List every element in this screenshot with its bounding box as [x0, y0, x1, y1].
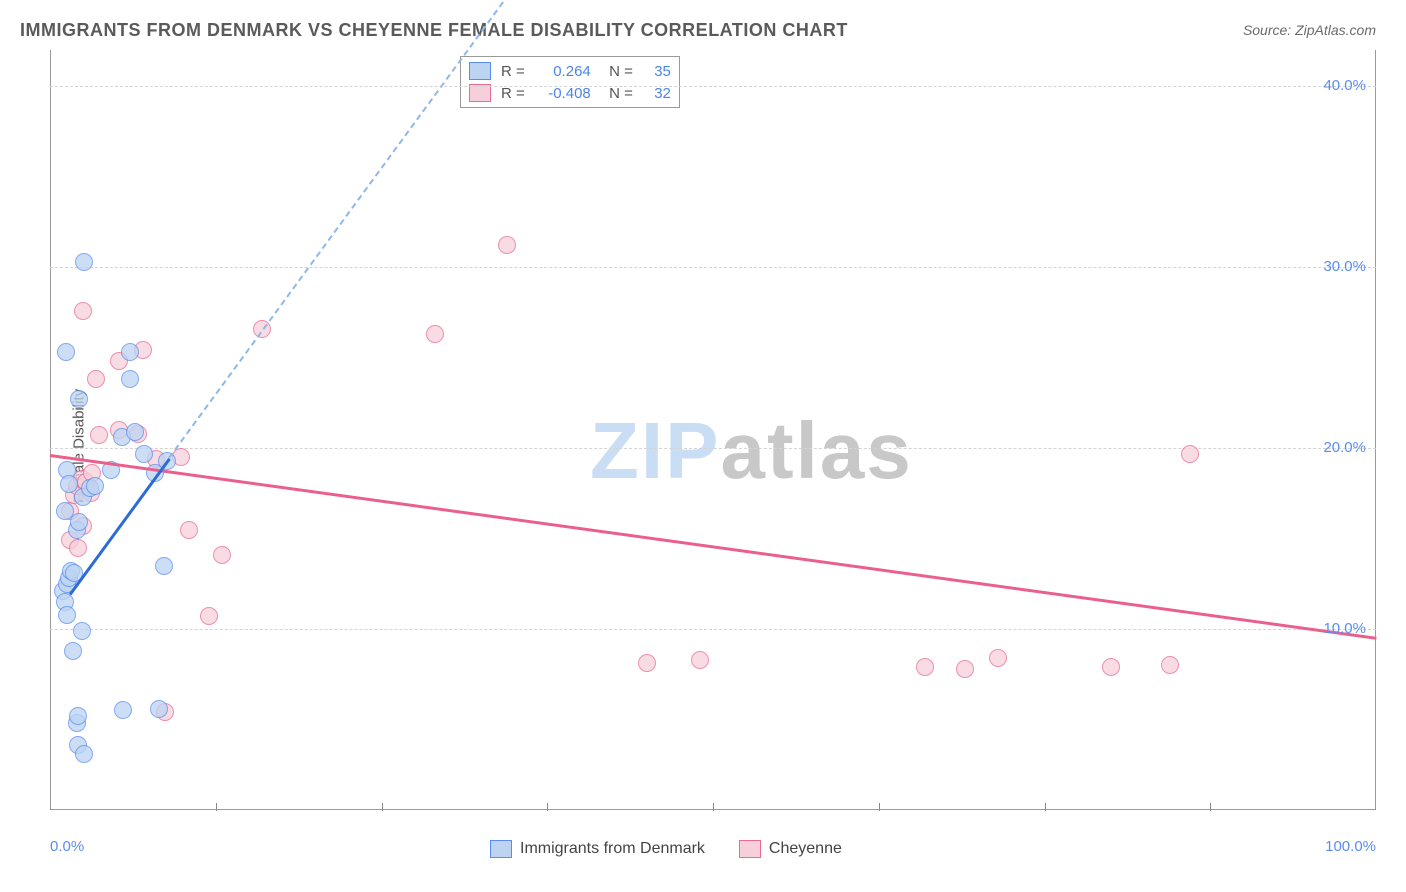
data-point-denmark	[60, 475, 78, 493]
axis-lines	[50, 50, 1376, 810]
data-point-cheyenne	[956, 660, 974, 678]
gridline	[50, 629, 1376, 630]
x-tick	[382, 803, 383, 811]
data-point-denmark	[150, 700, 168, 718]
data-point-denmark	[73, 622, 91, 640]
data-point-denmark	[70, 513, 88, 531]
stat-r-value: 0.264	[535, 63, 591, 80]
data-point-cheyenne	[90, 426, 108, 444]
data-point-cheyenne	[638, 654, 656, 672]
x-tick	[216, 803, 217, 811]
data-point-denmark	[86, 477, 104, 495]
x-tick	[547, 803, 548, 811]
y-tick-label: 20.0%	[1323, 439, 1366, 456]
legend-label: Immigrants from Denmark	[520, 840, 705, 858]
y-tick-label: 40.0%	[1323, 77, 1366, 94]
data-point-denmark	[70, 390, 88, 408]
data-point-denmark	[56, 502, 74, 520]
data-point-cheyenne	[74, 302, 92, 320]
data-point-cheyenne	[1181, 445, 1199, 463]
plot-area: ZIPatlas R =0.264 N =35R =-0.408 N =32	[50, 50, 1376, 810]
swatch-icon	[739, 840, 761, 858]
x-axis-max-label: 100.0%	[1325, 838, 1376, 855]
data-point-cheyenne	[989, 649, 1007, 667]
data-point-denmark	[58, 606, 76, 624]
data-point-denmark	[57, 343, 75, 361]
data-point-denmark	[75, 253, 93, 271]
data-point-cheyenne	[916, 658, 934, 676]
data-point-denmark	[69, 707, 87, 725]
data-point-denmark	[64, 642, 82, 660]
data-point-cheyenne	[691, 651, 709, 669]
chart-root: IMMIGRANTS FROM DENMARK VS CHEYENNE FEMA…	[0, 0, 1406, 892]
data-point-cheyenne	[69, 539, 87, 557]
stats-legend: R =0.264 N =35R =-0.408 N =32	[460, 56, 680, 108]
stats-row-denmark: R = 0.264 N = 35	[469, 60, 671, 82]
x-tick	[1045, 803, 1046, 811]
data-point-cheyenne	[180, 521, 198, 539]
swatch-icon	[490, 840, 512, 858]
data-point-cheyenne	[1102, 658, 1120, 676]
data-point-denmark	[126, 423, 144, 441]
data-point-cheyenne	[200, 607, 218, 625]
swatch-icon	[469, 62, 491, 80]
x-tick	[713, 803, 714, 811]
data-point-denmark	[121, 370, 139, 388]
data-point-denmark	[114, 701, 132, 719]
source-label: Source: ZipAtlas.com	[1243, 22, 1376, 38]
chart-title: IMMIGRANTS FROM DENMARK VS CHEYENNE FEMA…	[20, 20, 848, 41]
data-point-cheyenne	[213, 546, 231, 564]
data-point-denmark	[135, 445, 153, 463]
data-point-cheyenne	[426, 325, 444, 343]
y-tick-label: 10.0%	[1323, 620, 1366, 637]
legend-label: Cheyenne	[769, 840, 842, 858]
stat-key: N =	[601, 63, 633, 80]
data-point-cheyenne	[498, 236, 516, 254]
data-point-denmark	[75, 745, 93, 763]
stat-n-value: 35	[643, 63, 671, 80]
data-point-denmark	[121, 343, 139, 361]
stat-key: R =	[501, 63, 525, 80]
x-axis-min-label: 0.0%	[50, 838, 84, 855]
legend-item-denmark: Immigrants from Denmark	[490, 840, 705, 858]
x-tick	[1210, 803, 1211, 811]
gridline	[50, 86, 1376, 87]
legend-item-cheyenne: Cheyenne	[739, 840, 842, 858]
series-legend: Immigrants from Denmark Cheyenne	[490, 840, 842, 858]
y-tick-label: 30.0%	[1323, 258, 1366, 275]
data-point-cheyenne	[1161, 656, 1179, 674]
x-tick	[879, 803, 880, 811]
gridline	[50, 448, 1376, 449]
gridline	[50, 267, 1376, 268]
data-point-cheyenne	[87, 370, 105, 388]
data-point-denmark	[155, 557, 173, 575]
